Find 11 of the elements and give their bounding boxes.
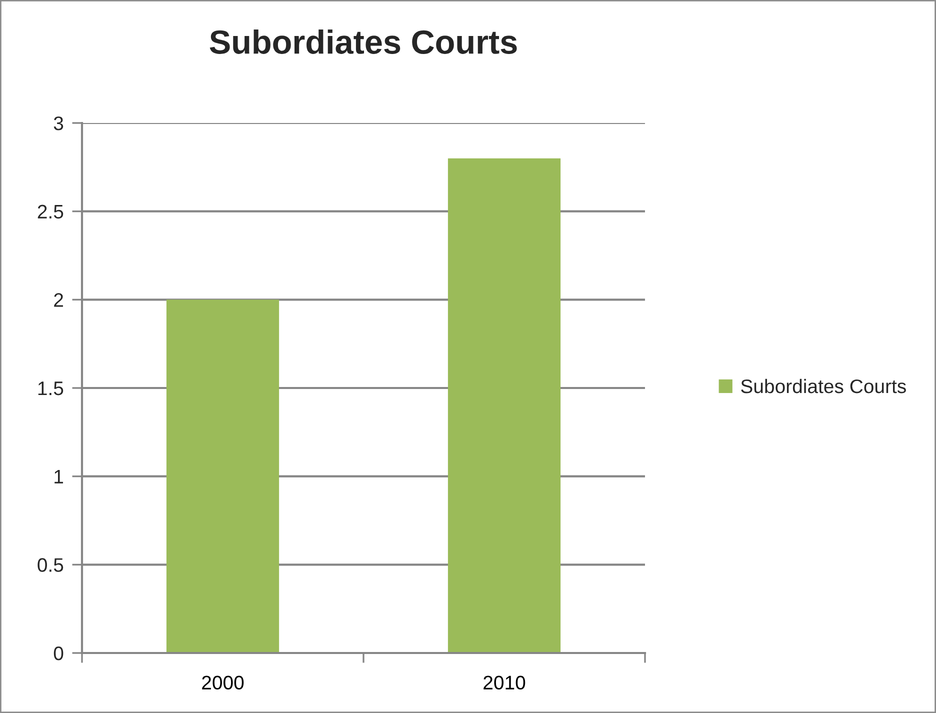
y-tick-label: 0.5 [38,558,64,572]
x-tick-label: 2000 [202,676,244,690]
y-tick-label: 1.5 [38,382,64,396]
chart-title: Subordiates Courts [210,29,517,54]
y-tick-label: 1 [54,470,63,484]
y-tick-label: 2.5 [38,204,64,219]
x-tick-label: 2010 [484,676,526,690]
y-tick-label: 2 [54,293,63,307]
legend-label: Subordiates Courts [741,378,906,394]
y-tick-label: 3 [54,116,64,130]
y-tick-label: 0 [54,646,64,660]
